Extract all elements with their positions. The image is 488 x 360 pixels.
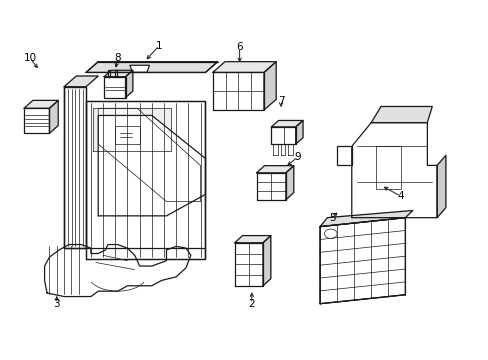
Polygon shape (263, 235, 270, 286)
Polygon shape (64, 87, 86, 248)
Polygon shape (370, 107, 431, 123)
Polygon shape (86, 101, 205, 259)
Polygon shape (104, 77, 125, 98)
Polygon shape (264, 62, 276, 110)
Polygon shape (288, 144, 293, 155)
Polygon shape (336, 146, 351, 165)
Polygon shape (280, 144, 285, 155)
Polygon shape (234, 235, 270, 243)
Polygon shape (212, 72, 264, 110)
Polygon shape (130, 65, 149, 72)
Polygon shape (115, 126, 140, 144)
Polygon shape (285, 166, 293, 200)
Polygon shape (320, 211, 412, 226)
Text: 3: 3 (53, 299, 60, 309)
Polygon shape (24, 100, 58, 108)
Text: 8: 8 (114, 53, 121, 63)
Polygon shape (256, 173, 285, 200)
Polygon shape (234, 243, 263, 286)
Polygon shape (49, 100, 58, 134)
Text: 6: 6 (236, 42, 243, 52)
Polygon shape (295, 121, 303, 144)
Text: 9: 9 (294, 152, 301, 162)
Polygon shape (256, 166, 293, 173)
Polygon shape (64, 76, 98, 87)
Polygon shape (212, 62, 276, 72)
Polygon shape (320, 218, 405, 304)
Polygon shape (115, 70, 117, 77)
Polygon shape (93, 108, 171, 151)
Polygon shape (271, 127, 295, 144)
Polygon shape (24, 108, 49, 134)
Text: 4: 4 (396, 191, 403, 201)
Text: 5: 5 (328, 213, 335, 222)
Polygon shape (125, 70, 133, 98)
Polygon shape (375, 146, 400, 189)
Polygon shape (44, 244, 190, 297)
Polygon shape (436, 156, 445, 218)
Text: 1: 1 (156, 41, 162, 50)
Text: 7: 7 (277, 96, 284, 106)
Polygon shape (86, 62, 217, 72)
Text: 10: 10 (23, 53, 37, 63)
Polygon shape (271, 121, 303, 127)
Polygon shape (108, 70, 110, 77)
Polygon shape (98, 108, 200, 202)
Polygon shape (272, 144, 277, 155)
Text: 2: 2 (248, 299, 255, 309)
Polygon shape (351, 123, 436, 218)
Polygon shape (98, 116, 205, 216)
Polygon shape (104, 70, 133, 77)
